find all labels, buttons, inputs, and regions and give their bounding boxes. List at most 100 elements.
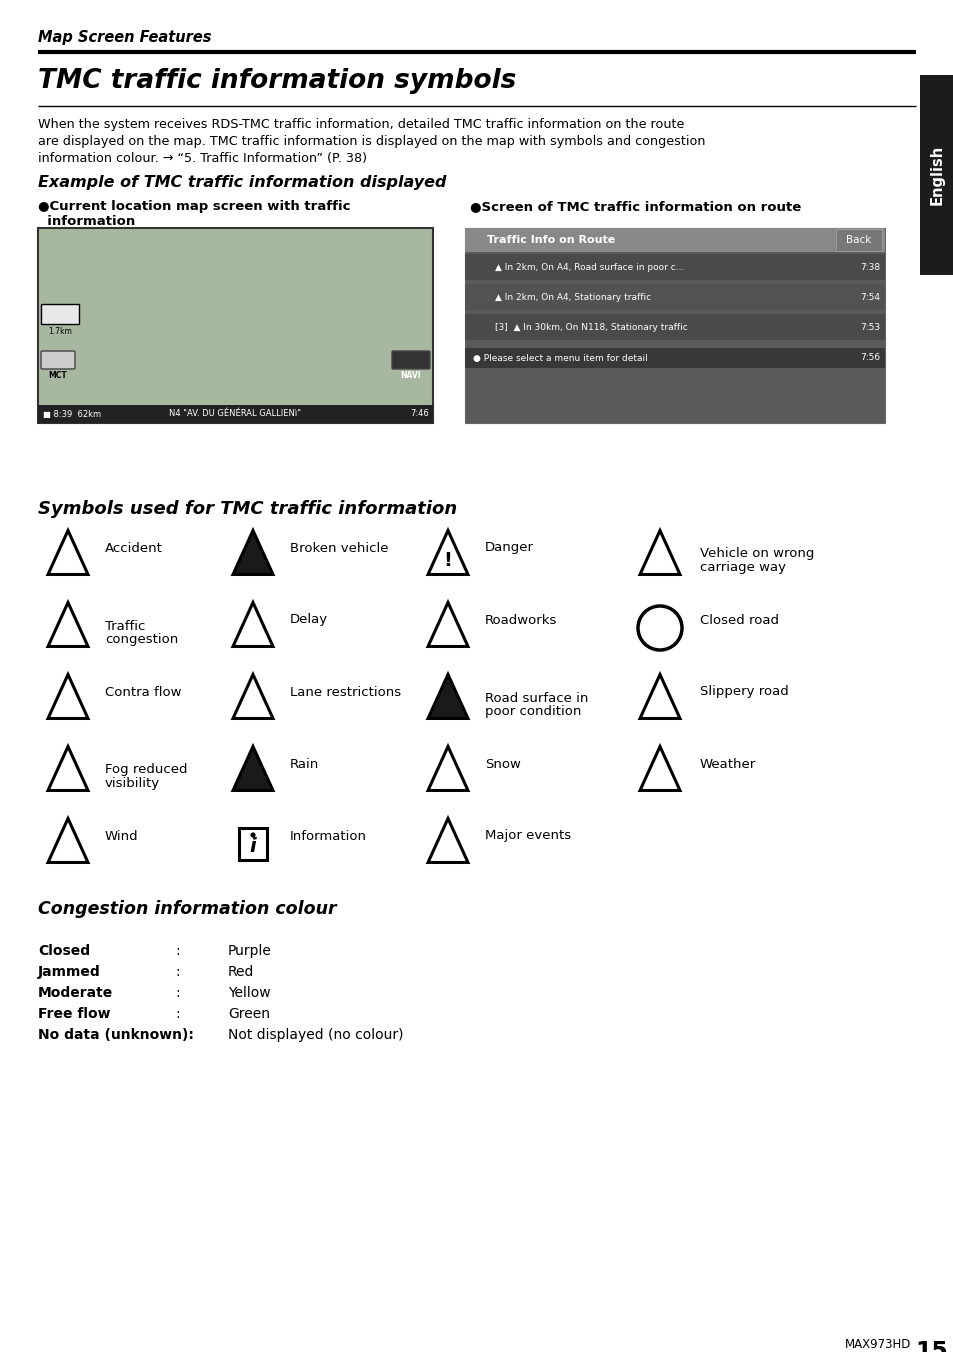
Text: Snow: Snow — [484, 757, 520, 771]
Text: Wind: Wind — [105, 830, 138, 842]
Polygon shape — [48, 746, 88, 791]
Circle shape — [638, 606, 681, 650]
Text: visibility: visibility — [105, 777, 160, 791]
Text: 15: 15 — [914, 1340, 947, 1352]
Polygon shape — [428, 530, 468, 575]
Polygon shape — [48, 675, 88, 718]
FancyBboxPatch shape — [464, 228, 884, 251]
FancyBboxPatch shape — [464, 314, 884, 339]
FancyBboxPatch shape — [392, 352, 430, 369]
Polygon shape — [233, 675, 273, 718]
Text: Example of TMC traffic information displayed: Example of TMC traffic information displ… — [38, 174, 446, 191]
Circle shape — [250, 833, 255, 838]
Text: MAX973HD: MAX973HD — [844, 1338, 910, 1351]
Text: information: information — [38, 215, 135, 228]
Text: TMC traffic information symbols: TMC traffic information symbols — [38, 68, 516, 95]
Text: Fog reduced: Fog reduced — [105, 764, 188, 776]
Text: English: English — [928, 145, 943, 206]
Text: 7:54: 7:54 — [859, 293, 879, 303]
Polygon shape — [428, 746, 468, 791]
Text: Closed: Closed — [38, 944, 90, 959]
Text: Red: Red — [228, 965, 254, 979]
Text: Slippery road: Slippery road — [700, 685, 788, 699]
Text: No data (unknown):: No data (unknown): — [38, 1028, 193, 1042]
Text: ▲ In 2km, On A4, Stationary traffic: ▲ In 2km, On A4, Stationary traffic — [495, 293, 651, 303]
Text: carriage way: carriage way — [700, 561, 785, 575]
Text: i: i — [250, 837, 256, 856]
Text: Traffic Info on Route: Traffic Info on Route — [486, 235, 615, 245]
Text: 7:53: 7:53 — [859, 323, 879, 333]
Text: Traffic: Traffic — [105, 619, 145, 633]
Text: poor condition: poor condition — [484, 706, 580, 718]
Text: Congestion information colour: Congestion information colour — [38, 900, 336, 918]
FancyBboxPatch shape — [464, 228, 884, 423]
Text: Yellow: Yellow — [228, 986, 271, 1000]
FancyBboxPatch shape — [464, 254, 884, 280]
Polygon shape — [233, 746, 273, 791]
Text: MCT: MCT — [49, 370, 68, 380]
Text: Closed road: Closed road — [700, 614, 779, 626]
FancyBboxPatch shape — [464, 284, 884, 310]
Text: :: : — [174, 986, 179, 1000]
Polygon shape — [48, 603, 88, 646]
Text: Delay: Delay — [290, 614, 328, 626]
FancyBboxPatch shape — [239, 827, 267, 860]
Text: :: : — [174, 944, 179, 959]
Text: information colour. → “5. Traffic Information” (P. 38): information colour. → “5. Traffic Inform… — [38, 151, 367, 165]
FancyBboxPatch shape — [41, 352, 75, 369]
Text: NAVI: NAVI — [400, 370, 421, 380]
Text: N4 "AV. DU GÉNÉRAL GALLIENì": N4 "AV. DU GÉNÉRAL GALLIENì" — [170, 410, 301, 419]
Text: Accident: Accident — [105, 542, 163, 554]
Text: :: : — [174, 965, 179, 979]
Text: Map Screen Features: Map Screen Features — [38, 30, 212, 45]
FancyBboxPatch shape — [464, 347, 884, 368]
Polygon shape — [428, 603, 468, 646]
Text: When the system receives RDS-TMC traffic information, detailed TMC traffic infor: When the system receives RDS-TMC traffic… — [38, 118, 683, 131]
Text: congestion: congestion — [105, 634, 178, 646]
FancyBboxPatch shape — [919, 74, 953, 274]
Polygon shape — [48, 530, 88, 575]
Polygon shape — [428, 818, 468, 863]
Text: are displayed on the map. TMC traffic information is displayed on the map with s: are displayed on the map. TMC traffic in… — [38, 135, 705, 147]
FancyBboxPatch shape — [835, 228, 882, 251]
Polygon shape — [639, 530, 679, 575]
FancyBboxPatch shape — [38, 228, 433, 423]
Text: Roadworks: Roadworks — [484, 614, 557, 626]
Text: Road surface in: Road surface in — [484, 691, 588, 704]
FancyBboxPatch shape — [38, 406, 433, 423]
Text: ● Please select a menu item for detail: ● Please select a menu item for detail — [473, 353, 647, 362]
Text: Major events: Major events — [484, 830, 571, 842]
Polygon shape — [639, 746, 679, 791]
Polygon shape — [233, 603, 273, 646]
Polygon shape — [639, 675, 679, 718]
Text: Moderate: Moderate — [38, 986, 113, 1000]
Text: Contra flow: Contra flow — [105, 685, 181, 699]
Text: Purple: Purple — [228, 944, 272, 959]
Text: Broken vehicle: Broken vehicle — [290, 542, 388, 554]
Text: Vehicle on wrong: Vehicle on wrong — [700, 548, 814, 561]
Text: [3]  ▲ In 30km, On N118, Stationary traffic: [3] ▲ In 30km, On N118, Stationary traff… — [495, 323, 687, 333]
Text: Information: Information — [290, 830, 367, 842]
Text: ■ 8:39  62km: ■ 8:39 62km — [43, 410, 101, 419]
Text: Jammed: Jammed — [38, 965, 101, 979]
Text: 7:38: 7:38 — [859, 264, 879, 273]
Text: !: ! — [443, 550, 452, 569]
Text: Lane restrictions: Lane restrictions — [290, 685, 400, 699]
Text: Not displayed (no colour): Not displayed (no colour) — [228, 1028, 403, 1042]
Text: Back: Back — [845, 235, 871, 245]
Polygon shape — [428, 675, 468, 718]
Polygon shape — [48, 818, 88, 863]
Text: Free flow: Free flow — [38, 1007, 111, 1021]
Text: ●Current location map screen with traffic: ●Current location map screen with traffi… — [38, 200, 350, 214]
Text: Green: Green — [228, 1007, 270, 1021]
Text: 7:56: 7:56 — [859, 353, 879, 362]
Text: 1.7km: 1.7km — [48, 326, 71, 335]
Text: Symbols used for TMC traffic information: Symbols used for TMC traffic information — [38, 500, 456, 518]
Text: :: : — [174, 1007, 179, 1021]
Text: ▲ In 2km, On A4, Road surface in poor c...: ▲ In 2km, On A4, Road surface in poor c.… — [495, 264, 683, 273]
FancyBboxPatch shape — [41, 304, 79, 324]
Text: Weather: Weather — [700, 757, 756, 771]
Text: ●Screen of TMC traffic information on route: ●Screen of TMC traffic information on ro… — [470, 200, 801, 214]
Text: Danger: Danger — [484, 542, 534, 554]
Text: 7:46: 7:46 — [410, 410, 429, 419]
